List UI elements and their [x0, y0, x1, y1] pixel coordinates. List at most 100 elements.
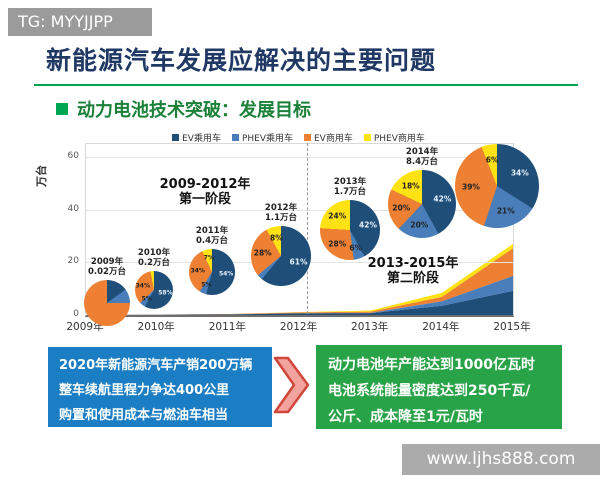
- pie-total: 8.4万台: [405, 157, 439, 167]
- pie-slice-percent: 8%: [269, 233, 283, 243]
- y-tick-label: 20: [67, 256, 79, 267]
- pie-slice-percent: 18%: [401, 181, 420, 191]
- y-tick-label: 0: [73, 309, 79, 319]
- pie-slice-percent: 28%: [328, 239, 347, 249]
- legend-swatch-icon: [363, 134, 371, 141]
- pie-slice-percent: 6%: [485, 155, 499, 165]
- green-square-bullet-icon: [56, 103, 68, 115]
- chart-legend: EV乘用车 PHEV乘用车 EV商用车 PHEV商用车: [85, 131, 512, 144]
- legend-item: EV商用车: [304, 131, 353, 144]
- watermark-url: www.ljhs888.com: [402, 444, 600, 475]
- x-tick-label: 2009年: [66, 321, 104, 333]
- pie-slice-percent: 58%: [158, 289, 173, 297]
- pie-slice-percent: 54%: [218, 270, 234, 278]
- callout-2020-vehicle-targets: 2020年新能源汽车产销200万辆 整车续航里程力争达400公里 购置和使用成本与燃…: [48, 347, 272, 427]
- pie-year-label: 2012年 1.1万台: [241, 203, 321, 223]
- phase-label-1: 2009-2012年 第一阶段: [130, 177, 280, 207]
- legend-label: EV商用车: [314, 134, 353, 144]
- gridline: [86, 209, 513, 211]
- phase-name: 第一阶段: [178, 192, 231, 207]
- pie-slice-percent: 42%: [433, 194, 452, 204]
- x-tick-label: 2013年: [351, 321, 389, 333]
- pie-slice-percent: 39%: [461, 182, 480, 192]
- pie-year-label: 2013年 1.7万台: [310, 177, 390, 197]
- x-tick-label: 2015年: [493, 321, 531, 333]
- legend-swatch-icon: [304, 134, 311, 141]
- y-tick-label: 60: [67, 151, 79, 162]
- callout-line: 公斤、成本降至1元/瓦时: [328, 409, 483, 425]
- pie-year: 2009年: [90, 257, 124, 267]
- pie-slice-percent: 6%: [349, 243, 363, 253]
- pie-year-label: 2014年 8.4万台: [382, 147, 462, 167]
- pie-total: 0.2万台: [137, 258, 171, 268]
- pie-chart-2013年: [320, 200, 380, 260]
- pie-total: 0.4万台: [195, 236, 229, 246]
- callout-line: 2020年新能源汽车产销200万辆: [59, 358, 253, 373]
- stacked-area-chart: [86, 243, 513, 315]
- pie-slice-percent: 42%: [359, 220, 377, 230]
- pie-slice-percent: 34%: [135, 282, 150, 290]
- callout-line: 整车续航里程力争达400公里: [59, 383, 230, 398]
- area-layer-EV乘用车: [86, 290, 513, 315]
- pie-slice-percent: 5%: [201, 281, 212, 289]
- section-heading-row: 动力电池技术突破：发展目标: [56, 96, 311, 122]
- watermark-tg-tag: TG: MYYJJPP: [8, 8, 152, 36]
- legend-item: PHEV商用车: [363, 131, 425, 144]
- pie-chart-2015年: [455, 144, 539, 228]
- phase-years: 2009-2012年: [159, 177, 251, 192]
- y-axis-label: 万台: [35, 165, 48, 187]
- pie-year: 2010年: [137, 248, 171, 258]
- x-tick-label: 2011年: [208, 321, 246, 333]
- pie-slice-percent: 24%: [328, 211, 347, 221]
- legend-label: PHEV乘用车: [241, 134, 293, 144]
- phase-years: 2013-2015年: [367, 256, 459, 271]
- pie-slice-percent: 21%: [496, 206, 515, 215]
- pie-chart-2009年: [84, 280, 130, 326]
- legend-label: EV乘用车: [182, 134, 221, 144]
- pie-year-label: 2009年 0.02万台: [67, 257, 147, 277]
- arrow-right-icon: [273, 356, 310, 414]
- callout-battery-targets: 动力电池年产能达到1000亿瓦时 电池系统能量密度达到250千瓦/公斤、成本降至1…: [316, 345, 562, 429]
- gridline: [86, 157, 513, 159]
- x-tick-label: 2012年: [279, 321, 318, 333]
- pie-slice-percent: 20%: [392, 203, 411, 213]
- pie-slice-percent: 28%: [253, 248, 272, 257]
- pie-slice-percent: 20%: [410, 220, 429, 230]
- pie-slice-percent: 34%: [510, 168, 529, 178]
- pie-slice-percent: 61%: [289, 257, 308, 267]
- pie-year: 2011年: [195, 226, 229, 236]
- page-title: 新能源汽车发展应解决的主要问题: [46, 46, 437, 75]
- callout-line: 购置和使用成本与燃油车相当: [59, 408, 229, 423]
- x-tick-label: 2010年: [137, 321, 175, 333]
- chevron-shape: [273, 356, 310, 414]
- phase-name: 第二阶段: [386, 271, 439, 286]
- pie-year: 2013年: [333, 177, 367, 187]
- pie-total: 0.02万台: [88, 267, 126, 277]
- legend-swatch-icon: [172, 134, 180, 141]
- phase-label-2: 2013-2015年 第二阶段: [338, 256, 488, 286]
- pie-slice-percent: 34%: [190, 267, 205, 275]
- section-heading: 动力电池技术突破：发展目标: [77, 100, 311, 121]
- pie-chart-2012年: [251, 226, 311, 286]
- pie-chart-2011年: [189, 249, 235, 295]
- pie-slice-percent: 7%: [203, 254, 214, 262]
- x-tick-label: 2014年: [422, 321, 460, 333]
- legend-item: EV乘用车: [172, 131, 221, 144]
- legend-label: PHEV商用车: [373, 134, 425, 144]
- pie-chart-2010年: [135, 271, 173, 309]
- pie-year: 2014年: [405, 147, 439, 157]
- legend-swatch-icon: [231, 134, 239, 141]
- pie-slice-percent: 5%: [141, 295, 152, 303]
- pie-year-label: 2011年 0.4万台: [172, 226, 252, 246]
- pie-year-label: 2010年 0.2万台: [114, 248, 194, 268]
- pie-total: 1.7万台: [333, 187, 367, 197]
- pie-year: 2012年: [264, 203, 298, 213]
- callout-line: 电池系统能量密度达到250千瓦/: [328, 383, 531, 399]
- phase-divider-line: [307, 143, 308, 314]
- legend-item: PHEV乘用车: [231, 131, 293, 144]
- title-underline: [34, 84, 578, 86]
- y-tick-label: 40: [67, 203, 79, 214]
- pie-total: 1.1万台: [264, 213, 298, 223]
- callout-line: 动力电池年产能达到1000亿瓦时: [328, 357, 535, 373]
